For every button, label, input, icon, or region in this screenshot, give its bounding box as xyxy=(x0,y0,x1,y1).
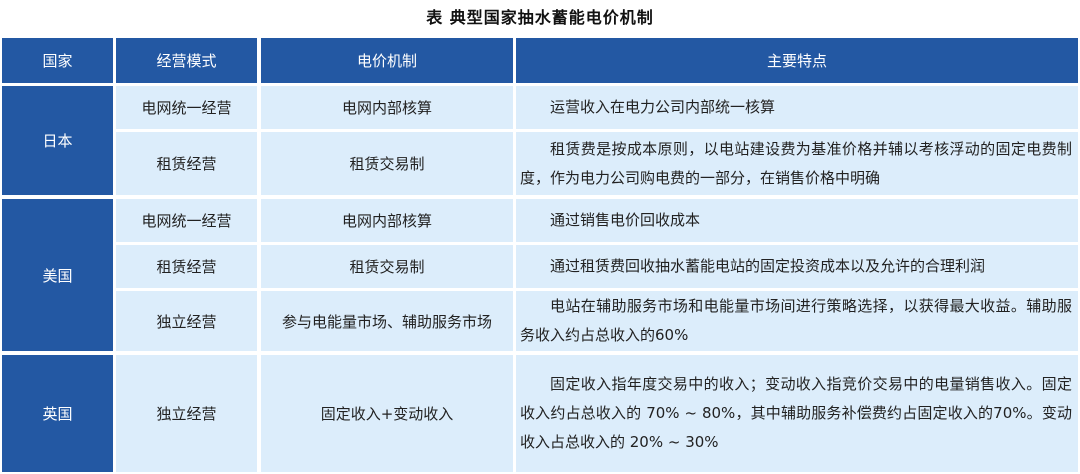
features-cell: 租赁费是按成本原则，以电站建设费为基准价格并辅以考核浮动的固定电费制度，作为电力… xyxy=(516,132,1078,195)
mode-cell: 租赁经营 xyxy=(116,132,257,195)
features-text: 电站在辅助服务市场和电能量市场间进行策略选择，以获得最大收益。辅助服务收入约占总… xyxy=(520,297,1072,344)
header-features: 主要特点 xyxy=(516,38,1078,83)
mechanism-cell: 租赁交易制 xyxy=(261,132,513,195)
country-cell: 美国 xyxy=(2,199,113,351)
features-text: 租赁费是按成本原则，以电站建设费为基准价格并辅以考核浮动的固定电费制度，作为电力… xyxy=(520,139,1072,187)
mode-cell: 电网统一经营 xyxy=(116,86,257,129)
country-cell: 英国 xyxy=(2,355,113,472)
mechanism-cell: 参与电能量市场、辅助服务市场 xyxy=(261,291,513,351)
features-cell: 通过销售电价回收成本 xyxy=(516,199,1078,242)
mechanism-cell: 租赁交易制 xyxy=(261,245,513,288)
features-cell: 电站在辅助服务市场和电能量市场间进行策略选择，以获得最大收益。辅助服务收入约占总… xyxy=(516,291,1078,351)
mechanism-cell: 固定收入+变动收入 xyxy=(261,355,513,472)
mode-cell: 租赁经营 xyxy=(116,245,257,288)
features-text: 运营收入在电力公司内部统一核算 xyxy=(550,98,776,116)
features-text: 通过租赁费回收抽水蓄能电站的固定投资成本以及允许的合理利润 xyxy=(550,257,986,275)
features-text: 通过销售电价回收成本 xyxy=(550,211,701,229)
header-country: 国家 xyxy=(2,38,113,83)
features-cell: 通过租赁费回收抽水蓄能电站的固定投资成本以及允许的合理利润 xyxy=(516,245,1078,288)
features-cell: 运营收入在电力公司内部统一核算 xyxy=(516,86,1078,129)
country-cell: 日本 xyxy=(2,86,113,195)
header-mechanism: 电价机制 xyxy=(261,38,513,83)
features-text: 固定收入指年度交易中的收入；变动收入指竞价交易中的电量销售收入。固定收入约占总收… xyxy=(520,375,1072,451)
mechanism-cell: 电网内部核算 xyxy=(261,199,513,242)
header-mode: 经营模式 xyxy=(116,38,257,83)
features-cell: 固定收入指年度交易中的收入；变动收入指竞价交易中的电量销售收入。固定收入约占总收… xyxy=(516,355,1078,472)
mode-cell: 独立经营 xyxy=(116,291,257,351)
mechanism-cell: 电网内部核算 xyxy=(261,86,513,129)
mode-cell: 独立经营 xyxy=(116,355,257,472)
table-title: 表 典型国家抽水蓄能电价机制 xyxy=(426,8,654,27)
mode-cell: 电网统一经营 xyxy=(116,199,257,242)
